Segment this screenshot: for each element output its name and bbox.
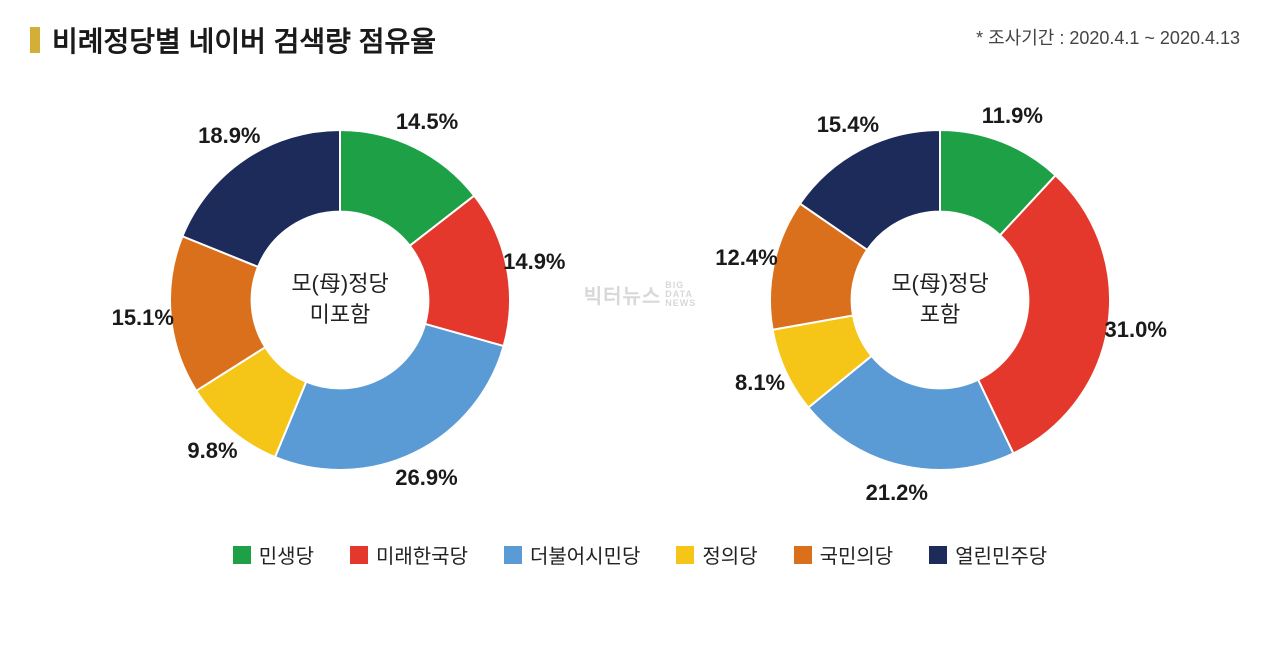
watermark-main: 빅터뉴스 bbox=[584, 280, 662, 309]
legend-swatch bbox=[504, 546, 522, 564]
watermark-sub: BIG DATA NEWS bbox=[665, 281, 696, 308]
legend: 민생당 미래한국당 더불어시민당 정의당 국민의당 열린민주당 bbox=[0, 520, 1280, 593]
donut-slice bbox=[275, 324, 504, 470]
slice-label: 18.9% bbox=[198, 123, 260, 149]
slice-label: 15.4% bbox=[817, 112, 879, 138]
slice-label: 8.1% bbox=[735, 370, 785, 396]
legend-label: 더불어시민당 bbox=[530, 540, 640, 569]
slice-label: 31.0% bbox=[1105, 317, 1167, 343]
watermark: 빅터뉴스 BIG DATA NEWS bbox=[584, 280, 697, 309]
page-title: 비례정당별 네이버 검색량 점유율 bbox=[52, 20, 436, 60]
research-period: * 조사기간 : 2020.4.1 ~ 2020.4.13 bbox=[976, 24, 1240, 50]
legend-label: 미래한국당 bbox=[376, 540, 468, 569]
legend-swatch bbox=[794, 546, 812, 564]
slice-label: 12.4% bbox=[715, 245, 777, 271]
legend-item: 열린민주당 bbox=[929, 540, 1047, 569]
legend-item: 더불어시민당 bbox=[504, 540, 640, 569]
donut-center-label-left: 모(母)정당 미포함 bbox=[291, 269, 388, 331]
slice-label: 15.1% bbox=[112, 305, 174, 331]
slice-label: 26.9% bbox=[395, 465, 457, 491]
donut-center-label-right: 모(母)정당 포함 bbox=[891, 269, 988, 331]
legend-label: 정의당 bbox=[702, 540, 757, 569]
slice-label: 14.5% bbox=[396, 109, 458, 135]
slice-label: 11.9% bbox=[982, 103, 1043, 129]
legend-swatch bbox=[929, 546, 947, 564]
donut-chart-left: 모(母)정당 미포함 14.5%14.9%26.9%9.8%15.1%18.9% bbox=[130, 90, 550, 510]
slice-label: 14.9% bbox=[503, 249, 565, 275]
watermark-sub-line: NEWS bbox=[665, 299, 696, 308]
slice-label: 9.8% bbox=[187, 438, 237, 464]
center-line: 모(母)정당 bbox=[291, 269, 388, 300]
center-line: 미포함 bbox=[291, 300, 388, 331]
donut-slice bbox=[182, 130, 340, 267]
charts-row: 모(母)정당 미포함 14.5% 14.9% 26.9% 9.8% 15.1% 18.9%… bbox=[0, 70, 1280, 520]
legend-label: 민생당 bbox=[259, 540, 314, 569]
legend-swatch bbox=[233, 546, 251, 564]
legend-item: 미래한국당 bbox=[350, 540, 468, 569]
legend-swatch bbox=[676, 546, 694, 564]
legend-item: 정의당 bbox=[676, 540, 757, 569]
title-accent-bar bbox=[30, 27, 40, 53]
slice-label: 21.2% bbox=[866, 480, 928, 506]
center-line: 모(母)정당 bbox=[891, 269, 988, 300]
center-line: 포함 bbox=[891, 300, 988, 331]
legend-item: 민생당 bbox=[233, 540, 314, 569]
donut-chart-right: 모(母)정당 포함 11.9%31.0%21.2%8.1%12.4%15.4% bbox=[730, 90, 1150, 510]
legend-label: 열린민주당 bbox=[955, 540, 1047, 569]
legend-swatch bbox=[350, 546, 368, 564]
legend-label: 국민의당 bbox=[820, 540, 894, 569]
legend-item: 국민의당 bbox=[794, 540, 894, 569]
